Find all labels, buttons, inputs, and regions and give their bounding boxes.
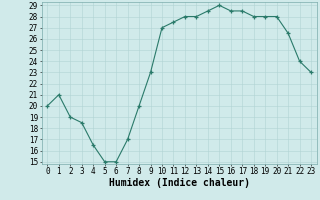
X-axis label: Humidex (Indice chaleur): Humidex (Indice chaleur) [109,178,250,188]
